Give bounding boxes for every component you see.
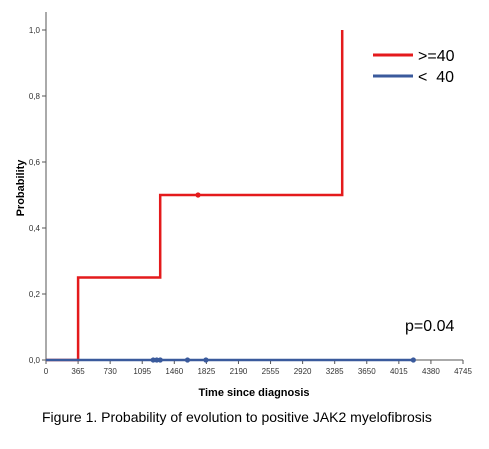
legend-label-ge40: >=40 bbox=[418, 48, 455, 65]
y-axis-title: Probability bbox=[15, 159, 27, 217]
x-tick-label: 2190 bbox=[230, 367, 248, 376]
km-chart: 0,0 0,2 0,4 0,6 0,8 1,0 0 365 730 1095 1460 1825 21… bbox=[15, 12, 472, 399]
y-tick-label: 1,0 bbox=[29, 26, 41, 35]
x-axis-title: Time since diagnosis bbox=[198, 387, 309, 399]
censor-mark bbox=[157, 357, 163, 363]
p-value-annotation: p=0.04 bbox=[405, 318, 454, 335]
figure-caption: Figure 1. Probability of evolution to po… bbox=[42, 409, 432, 425]
x-tick-label: 3285 bbox=[326, 367, 344, 376]
x-tick-label: 1825 bbox=[197, 367, 215, 376]
x-tick-label: 4745 bbox=[454, 367, 472, 376]
x-tick-label: 4015 bbox=[390, 367, 408, 376]
censor-mark bbox=[195, 192, 201, 198]
x-axis-ticks: 0 365 730 1095 1460 1825 2190 2555 2920 3285 3650 4… bbox=[44, 360, 472, 376]
x-tick-label: 3650 bbox=[358, 367, 376, 376]
x-tick-label: 4380 bbox=[422, 367, 440, 376]
y-axis-ticks: 0,0 0,2 0,4 0,6 0,8 1,0 bbox=[29, 26, 46, 365]
series-line-0 bbox=[46, 30, 344, 362]
censor-mark bbox=[203, 357, 209, 363]
x-tick-label: 2920 bbox=[294, 367, 312, 376]
x-tick-label: 365 bbox=[71, 367, 85, 376]
y-tick-label: 0,8 bbox=[29, 92, 41, 101]
legend: >=40 < 40 bbox=[373, 48, 455, 86]
legend-label-lt40: < 40 bbox=[418, 69, 454, 86]
x-tick-label: 1095 bbox=[133, 367, 151, 376]
x-tick-label: 730 bbox=[103, 367, 117, 376]
x-tick-label: 1460 bbox=[165, 367, 183, 376]
y-tick-label: 0,4 bbox=[29, 224, 41, 233]
y-tick-label: 0,0 bbox=[29, 356, 41, 365]
censor-mark bbox=[410, 357, 416, 363]
x-tick-label: 0 bbox=[44, 367, 49, 376]
x-tick-label: 2555 bbox=[262, 367, 280, 376]
series-layer bbox=[46, 30, 416, 363]
y-tick-label: 0,6 bbox=[29, 158, 41, 167]
censor-mark bbox=[184, 357, 191, 363]
y-tick-label: 0,2 bbox=[29, 290, 41, 299]
